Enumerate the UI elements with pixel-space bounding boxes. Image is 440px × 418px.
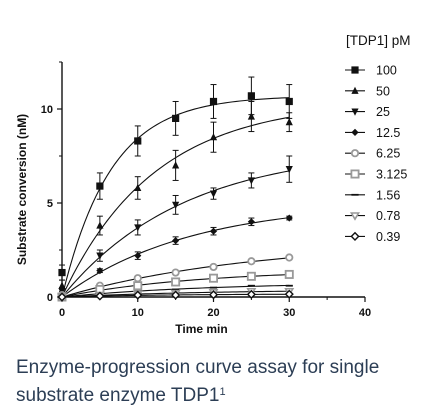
data-point-6.25 bbox=[133, 274, 142, 283]
x-tick-label: 40 bbox=[359, 307, 371, 319]
data-point-25 bbox=[134, 224, 142, 232]
data-point-25 bbox=[247, 177, 255, 185]
x-tick-label: 20 bbox=[207, 307, 219, 319]
data-point-100 bbox=[58, 268, 66, 277]
figure-caption: Enzyme-progression curve assay for singl… bbox=[16, 355, 426, 408]
x-tick-label: 10 bbox=[132, 307, 144, 319]
data-point-12.5 bbox=[134, 252, 142, 260]
data-point-3.125 bbox=[284, 269, 294, 279]
data-point-25 bbox=[285, 166, 293, 174]
x-axis-label: Time min bbox=[175, 322, 227, 336]
legend-marker-6.25 bbox=[350, 149, 360, 158]
data-point-12.5 bbox=[285, 214, 293, 222]
data-point-6.25 bbox=[209, 262, 218, 272]
data-point-50 bbox=[172, 161, 180, 169]
data-point-0.39 bbox=[95, 291, 105, 301]
data-point-0.39 bbox=[284, 289, 294, 299]
y-axis-label: Substrate conversion (nM) bbox=[15, 114, 29, 265]
legend-marker-3.125 bbox=[350, 169, 360, 179]
legend-label-6.25: 6.25 bbox=[376, 147, 400, 161]
legend-marker-12.5 bbox=[351, 128, 359, 136]
caption-line-2: substrate enzyme TDP1 bbox=[16, 385, 220, 406]
legend-label-0.78: 0.78 bbox=[376, 209, 400, 223]
y-tick-label: 0 bbox=[47, 292, 53, 304]
data-point-6.25 bbox=[171, 268, 180, 277]
legend-label-25: 25 bbox=[376, 105, 390, 119]
data-point-3.125 bbox=[171, 277, 181, 287]
data-point-0.39 bbox=[246, 289, 256, 299]
data-point-25 bbox=[209, 190, 218, 198]
legend-label-50: 50 bbox=[376, 84, 390, 98]
legend-label-3.125: 3.125 bbox=[376, 168, 407, 182]
data-point-50 bbox=[247, 112, 255, 120]
legend-title: [TDP1] pM bbox=[346, 33, 411, 48]
legend-label-100: 100 bbox=[376, 64, 397, 78]
data-point-12.5 bbox=[172, 237, 180, 245]
legend-marker-50 bbox=[351, 86, 359, 94]
legend-marker-0.78 bbox=[350, 212, 360, 221]
x-tick-label: 0 bbox=[59, 307, 65, 319]
data-point-100 bbox=[247, 92, 255, 100]
data-point-50 bbox=[96, 221, 104, 229]
data-point-6.25 bbox=[285, 253, 294, 262]
data-point-25 bbox=[96, 252, 104, 260]
data-point-12.5 bbox=[247, 218, 255, 226]
legend-marker-25 bbox=[351, 108, 359, 116]
data-point-50 bbox=[58, 281, 66, 289]
y-tick-label: 10 bbox=[41, 104, 53, 116]
caption-line-1: Enzyme-progression curve assay for singl… bbox=[16, 357, 380, 378]
data-point-6.25 bbox=[247, 257, 256, 266]
legend-label-0.39: 0.39 bbox=[376, 230, 400, 244]
data-point-50 bbox=[285, 118, 293, 126]
data-point-100 bbox=[96, 182, 104, 190]
data-point-3.125 bbox=[246, 271, 256, 281]
caption-superscript: 1 bbox=[219, 386, 226, 398]
data-point-12.5 bbox=[209, 227, 218, 235]
data-point-3.125 bbox=[208, 273, 218, 283]
data-point-0.39 bbox=[208, 290, 219, 300]
data-point-100 bbox=[209, 97, 218, 106]
legend-label-1.56: 1.56 bbox=[376, 188, 400, 202]
data-point-100 bbox=[285, 97, 293, 106]
data-point-0.39 bbox=[133, 290, 143, 300]
data-point-100 bbox=[134, 137, 142, 145]
data-point-100 bbox=[172, 114, 180, 122]
chart: 0 10 20 30 40 0 5 10 Time min Substrate conversio… bbox=[15, 33, 411, 336]
data-point-50 bbox=[134, 183, 142, 192]
legend-marker-100 bbox=[351, 66, 359, 74]
data-point-3.125 bbox=[133, 281, 143, 291]
y-tick-label: 5 bbox=[47, 198, 53, 210]
data-point-0.39 bbox=[171, 290, 181, 300]
data-point-0.39 bbox=[57, 292, 67, 302]
data-point-12.5 bbox=[96, 267, 104, 275]
legend-marker-0.39 bbox=[350, 231, 360, 241]
data-point-25 bbox=[172, 201, 180, 209]
legend-label-12.5: 12.5 bbox=[376, 126, 400, 140]
x-tick-label: 30 bbox=[283, 307, 295, 319]
data-point-50 bbox=[209, 133, 218, 141]
